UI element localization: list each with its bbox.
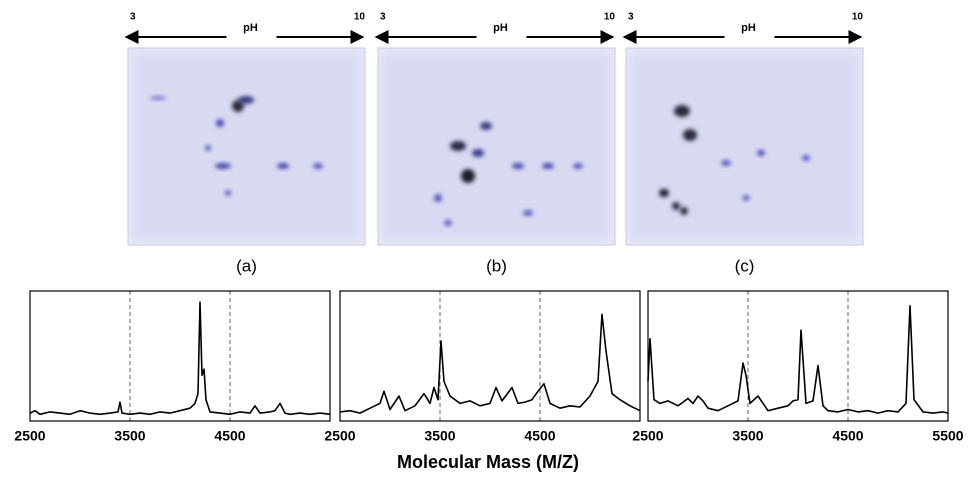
gel-spot	[512, 163, 524, 169]
x-tick-label: 3500	[732, 428, 763, 444]
ph-label: pH	[243, 22, 258, 34]
gel-spot	[277, 163, 289, 169]
gel-caption: (b)	[486, 256, 507, 275]
gel-spot	[683, 129, 697, 141]
gel-spot	[450, 141, 466, 151]
x-axis-title: Molecular Mass (M/Z)	[397, 452, 579, 472]
gel-caption: (a)	[236, 256, 257, 275]
ph-left: 3	[380, 12, 386, 23]
x-tick-label: 3500	[114, 428, 145, 444]
ph-right: 10	[604, 12, 616, 23]
plot-frame	[339, 290, 641, 422]
x-tick-label: 4500	[524, 428, 555, 444]
x-tick-label: 2500	[14, 428, 45, 444]
gel-spot	[238, 96, 254, 104]
x-tick-label: 3500	[424, 428, 455, 444]
ph-left: 3	[130, 12, 136, 23]
spectrum-line	[647, 305, 949, 414]
gel-spot	[523, 210, 533, 216]
gel-spot	[461, 169, 475, 183]
gel-spot	[659, 189, 669, 197]
gel-smear	[383, 53, 610, 240]
gel-spot	[434, 194, 442, 202]
gel-spot	[573, 163, 583, 169]
gel-spot	[472, 149, 484, 157]
gel-spot	[150, 96, 166, 100]
gel-caption: (c)	[735, 256, 755, 275]
gel-spot	[757, 150, 765, 156]
gel-spot	[480, 122, 492, 130]
x-tick-label: 2500	[632, 428, 663, 444]
ph-right: 10	[354, 12, 366, 23]
ph-label: pH	[493, 22, 508, 34]
x-tick-label: 4500	[832, 428, 863, 444]
x-tick-label: 4500	[214, 428, 245, 444]
x-tick-label: 5500	[932, 428, 963, 444]
ph-right: 10	[852, 12, 864, 23]
gel-spot	[721, 160, 731, 166]
ph-label: pH	[741, 22, 756, 34]
gel-spot	[205, 145, 211, 151]
spectrum-line	[29, 301, 331, 416]
x-tick-label: 2500	[324, 428, 355, 444]
gel-spot	[672, 202, 680, 210]
gel-smear	[133, 53, 360, 240]
gel-smear	[631, 53, 858, 240]
plot-frame	[647, 290, 949, 422]
plot-frame	[29, 290, 331, 422]
gel-spot	[444, 220, 452, 226]
gel-spot	[215, 163, 231, 169]
ph-left: 3	[628, 12, 634, 23]
gel-spot	[216, 119, 224, 127]
gel-spot	[802, 155, 810, 161]
gel-spot	[542, 163, 554, 169]
gel-spot	[674, 105, 690, 117]
gel-spot	[680, 207, 688, 215]
gel-spot	[313, 163, 323, 169]
spectrum-line	[339, 313, 641, 414]
gel-spot	[742, 195, 750, 201]
gel-spot	[225, 190, 231, 196]
